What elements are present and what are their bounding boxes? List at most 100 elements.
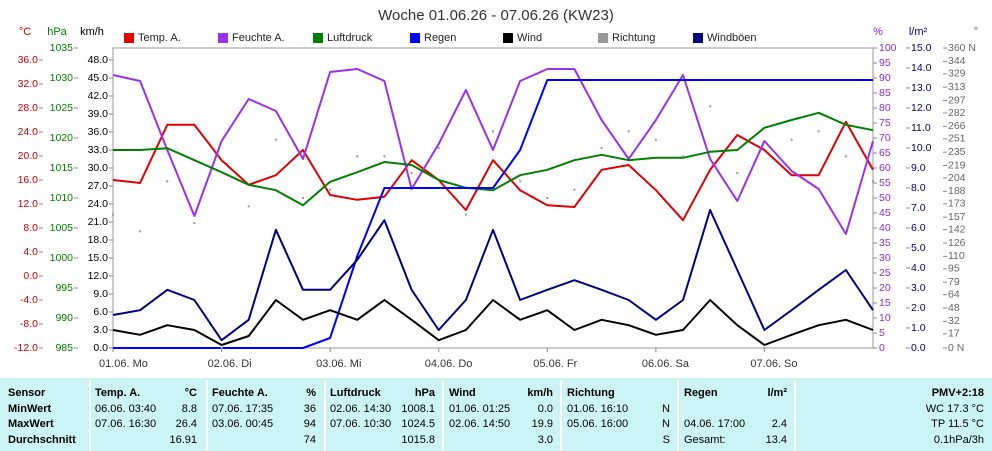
table-cell: 13.4 [766, 434, 787, 446]
series-line [112, 68, 874, 235]
direction-dot [166, 180, 169, 183]
legend-swatch [693, 33, 703, 43]
table-cell: 05.06. 16:00 [567, 418, 628, 430]
y-tick-label: 204 [948, 172, 966, 184]
legend-label: Feuchte A. [232, 32, 285, 44]
x-tick-label: 03.06. Mi [316, 358, 361, 370]
direction-dot [410, 172, 413, 174]
y-tick-label: 95 [879, 57, 891, 69]
y-tick-label: 126 [948, 237, 966, 249]
legend-label: Temp. A. [138, 32, 181, 44]
direction-dot [492, 130, 494, 133]
y-tick-label: 15.0 [911, 42, 932, 54]
table-cell: S [663, 434, 670, 446]
y-tick-label: 4.0 [23, 246, 38, 258]
y-tick-label: 14.0 [911, 62, 932, 74]
y-tick-label: 9.0 [93, 288, 108, 300]
y-tick-label: 16.0 [18, 174, 39, 186]
y-tick-label: 0.0 [911, 342, 926, 354]
y-tick-label: 36.0 [18, 54, 39, 66]
table-cell: 02.06. 14:50 [449, 418, 510, 430]
table-cell: 06.06. 03:40 [95, 403, 156, 415]
table-cell: Richtung [567, 387, 615, 399]
table-cell: N [662, 418, 670, 430]
table-cell: WC 17.3 °C [926, 403, 984, 415]
y-tick-label: 32 [948, 315, 960, 327]
axis-unit-label: l/m² [909, 26, 928, 38]
stats-table: Sensor MinWert MaxWert Durchschnitt Temp. A.… [8, 380, 984, 451]
y-tick-label: 30 [879, 252, 891, 264]
y-tick-label: 985 [55, 342, 73, 354]
table-cell: 0.1hPa/3h [934, 434, 984, 446]
y-tick-label: 297 [948, 94, 966, 106]
table-cell: Feuchte A. [212, 387, 268, 399]
axis-unit-label: ° [974, 26, 978, 38]
y-tick-label: 75 [879, 117, 891, 129]
y-tick-label: 1.0 [911, 322, 926, 334]
y-tick-label: 5 [879, 327, 885, 339]
direction-dot [112, 213, 114, 216]
table-cell: 07.06. 17:35 [212, 403, 273, 415]
y-tick-label: -8.0 [20, 318, 38, 330]
direction-dot [736, 172, 739, 174]
direction-dot [844, 155, 847, 158]
y-tick-label: 0.0 [93, 342, 108, 354]
direction-dot [817, 130, 820, 133]
y-tick-label: 35 [879, 237, 891, 249]
y-tick-label: 251 [948, 133, 966, 145]
legend-label: Luftdruck [327, 32, 373, 44]
table-cell: 2.4 [772, 418, 787, 430]
direction-dot [709, 105, 712, 108]
direction-dot [329, 188, 332, 191]
y-tick-label: 60 [879, 162, 891, 174]
x-tick-label: 01.06. Mo [99, 358, 148, 370]
y-tick-label: 17 [948, 328, 960, 340]
y-tick-label: 0.0 [23, 270, 38, 282]
axis-unit-label: km/h [80, 26, 104, 38]
y-tick-label: 3.0 [93, 324, 108, 336]
y-tick-label: 42.0 [88, 90, 109, 102]
y-tick-label: 9.0 [911, 162, 926, 174]
series-line [112, 120, 874, 222]
y-tick-label: 15 [879, 297, 891, 309]
y-tick-label: 1030 [50, 72, 74, 84]
y-tick-label: 55 [879, 177, 891, 189]
direction-dot [356, 155, 359, 158]
y-tick-label: 48.0 [88, 54, 109, 66]
axis-unit-label: % [873, 26, 883, 38]
y-tick-label: 45 [879, 207, 891, 219]
y-tick-label: 1010 [50, 192, 74, 204]
series-line [113, 111, 874, 207]
y-tick-label: 1020 [50, 132, 74, 144]
y-tick-label: 70 [879, 132, 891, 144]
y-tick-label: 95 [948, 263, 960, 275]
y-tick-label: 25 [879, 267, 891, 279]
y-tick-label: 27.0 [88, 180, 109, 192]
y-tick-label: 8.0 [23, 222, 38, 234]
table-cell: Gesamt: [684, 434, 726, 446]
y-tick-label: 30.0 [88, 162, 109, 174]
table-cell: MaxWert [8, 418, 54, 430]
table-cell: 26.4 [176, 418, 197, 430]
table-cell: hPa [415, 387, 436, 399]
direction-dot [654, 138, 657, 141]
table-cell: 3.0 [538, 434, 553, 446]
table-cell: km/h [527, 387, 553, 399]
y-tick-label: 13.0 [911, 82, 932, 94]
y-tick-label: 3.0 [911, 282, 926, 294]
x-tick-label: 05.06. Fr [533, 358, 577, 370]
y-tick-label: 4.0 [911, 262, 926, 274]
y-tick-label: 85 [879, 87, 891, 99]
y-tick-label: 12.0 [18, 198, 39, 210]
y-tick-label: 45.0 [88, 72, 109, 84]
y-tick-label: 48 [948, 302, 960, 314]
table-cell: Regen [684, 387, 718, 399]
y-tick-label: 10 [879, 312, 891, 324]
x-tick-label: 02.06. Di [208, 358, 252, 370]
table-cell: 03.06. 00:45 [212, 418, 273, 430]
y-tick-label: 1025 [50, 102, 74, 114]
y-tick-label: 24.0 [88, 198, 109, 210]
table-cell: 01.06. 16:10 [567, 403, 628, 415]
y-tick-label: 0 N [948, 342, 964, 354]
y-tick-label: -4.0 [20, 294, 38, 306]
